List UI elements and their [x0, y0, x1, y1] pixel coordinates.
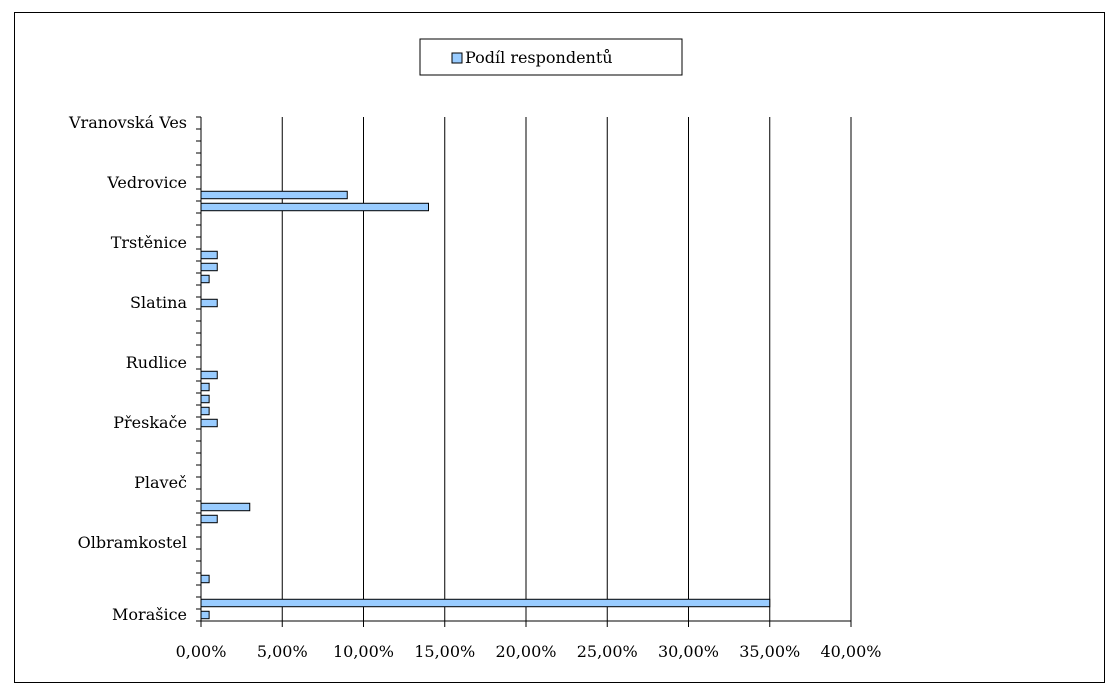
bar [200, 202, 429, 212]
y-axis: Morašice Olbramkostel Plaveč Přeskače Rudlic… [68, 113, 202, 624]
bar [200, 574, 210, 584]
y-tick-label: Přeskače [113, 413, 187, 432]
x-axis: 0,00% 5,00% 10,00% 15,00% 20,00% 25,00% 30,00%… [176, 620, 882, 661]
bar [200, 514, 218, 524]
gridlines [281, 117, 852, 621]
x-tick-label: 0,00% [176, 642, 227, 661]
bar [200, 598, 771, 608]
y-tick-label: Vranovská Ves [68, 113, 187, 132]
x-tick-label: 5,00% [257, 642, 308, 661]
bar [200, 250, 218, 260]
y-tick-label: Trstěnice [111, 233, 187, 252]
y-tick-label: Olbramkostel [78, 533, 187, 552]
x-tick-label: 10,00% [333, 642, 394, 661]
legend: Podíl respondentů [419, 38, 683, 76]
bar [200, 502, 251, 512]
legend-swatch [451, 52, 463, 64]
x-tick-label: 40,00% [820, 642, 881, 661]
x-tick-label: 25,00% [577, 642, 638, 661]
x-tick-label: 30,00% [658, 642, 719, 661]
bar [200, 406, 210, 416]
y-tick-label: Morašice [112, 605, 187, 624]
legend-label: Podíl respondentů [465, 48, 613, 67]
y-tick-label: Slatina [130, 293, 187, 312]
bar [200, 418, 218, 428]
x-tick-label: 20,00% [495, 642, 556, 661]
y-tick-label: Rudlice [126, 353, 187, 372]
bar [200, 382, 210, 392]
bar [200, 370, 218, 380]
bar [200, 262, 218, 272]
chart-frame: Podíl respondentů Morašice Olbramkostel Pl… [14, 12, 1105, 683]
bar [200, 298, 218, 308]
bar-chart: Podíl respondentů Morašice Olbramkostel Pl… [68, 38, 882, 661]
y-tick-label: Plaveč [134, 473, 187, 492]
bar [200, 190, 348, 200]
bar [200, 274, 210, 284]
bar [200, 610, 210, 620]
x-tick-label: 15,00% [414, 642, 475, 661]
x-tick-label: 35,00% [739, 642, 800, 661]
legend-box [419, 38, 683, 76]
bar [200, 394, 210, 404]
y-tick-label: Vedrovice [106, 173, 187, 192]
bars [200, 190, 771, 620]
